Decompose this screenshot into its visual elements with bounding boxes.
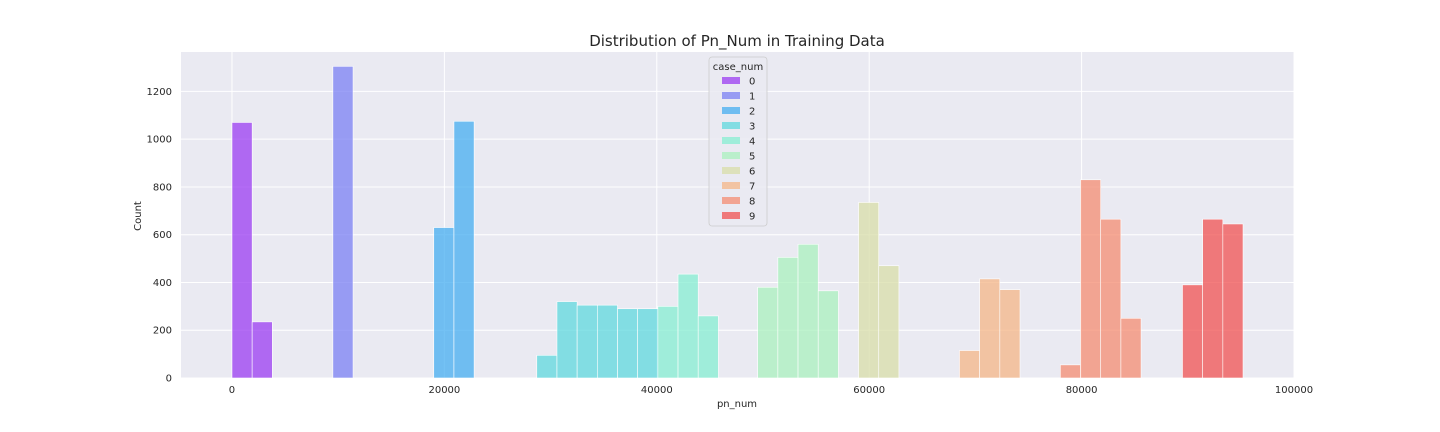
histogram-bar-case-3 [576,304,598,379]
legend-label-case-9: 9 [749,212,755,223]
legend-swatch-case-9 [722,212,740,219]
x-tick-label: 60000 [853,385,885,396]
x-tick-label: 100000 [1275,385,1313,396]
legend-swatch-case-3 [722,122,740,129]
y-tick-label: 0 [166,374,172,385]
legend-swatch-case-0 [722,77,740,84]
histogram-bar-case-5 [817,290,839,379]
y-tick-label: 200 [153,326,172,337]
legend-label-case-6: 6 [749,167,755,178]
histogram-bar-case-3 [637,308,659,379]
histogram-bar-case-5 [757,286,779,379]
histogram-bar-case-5 [777,257,799,379]
x-axis-label: pn_num [717,399,757,410]
legend-label-case-4: 4 [749,137,755,148]
bars-group [231,66,1244,379]
histogram-bar-case-3 [597,304,618,379]
histogram-bar-case-0 [231,122,253,379]
legend-swatch-case-4 [722,137,740,144]
y-tick-label: 600 [153,230,172,241]
histogram-bar-case-7 [999,289,1021,379]
histogram-bar-case-9 [1202,218,1224,379]
legend-swatch-case-8 [722,197,740,204]
legend-label-case-2: 2 [749,107,755,118]
histogram-bar-case-1 [332,66,354,379]
legend-label-case-7: 7 [749,182,755,193]
x-tick-label: 0 [229,385,235,396]
histogram-bar-case-2 [453,120,475,379]
legend-label-case-0: 0 [749,77,755,88]
legend-label-case-3: 3 [749,122,755,133]
histogram-bar-case-8 [1080,179,1102,379]
histogram-bar-case-9 [1222,223,1244,379]
chart-title: Distribution of Pn_Num in Training Data [589,32,885,51]
histogram-bar-case-0 [251,321,273,379]
histogram-bar-case-9 [1182,284,1203,379]
legend: case_num 0 1 2 3 4 5 6 7 8 9 [708,56,768,227]
legend-label-case-8: 8 [749,197,755,208]
legend-swatch-case-7 [722,182,740,189]
histogram-bar-case-4 [657,306,679,379]
histogram-bar-case-8 [1060,364,1081,379]
histogram-bar-case-3 [536,355,558,379]
x-axis-ticks: 0 20000 40000 60000 80000 100000 [229,385,1313,396]
x-tick-label: 20000 [428,385,460,396]
y-tick-label: 1000 [147,135,172,146]
y-axis-ticks: 0 200 400 600 800 1000 1200 [147,87,172,385]
legend-label-case-5: 5 [749,152,755,163]
histogram-bar-case-6 [858,202,880,379]
legend-swatch-case-2 [722,107,740,114]
legend-swatch-case-1 [722,92,740,99]
y-tick-label: 800 [153,182,172,193]
x-tick-label: 80000 [1066,385,1098,396]
histogram-bar-case-8 [1120,317,1142,379]
histogram-bar-case-5 [797,243,819,379]
histogram-bar-case-6 [878,265,900,379]
legend-swatch-case-5 [722,152,740,159]
legend-title: case_num [713,62,763,73]
y-tick-label: 400 [153,278,172,289]
x-tick-label: 40000 [641,385,673,396]
legend-swatch-case-6 [722,167,740,174]
histogram-bar-case-2 [433,227,455,379]
histogram-bar-case-4 [697,315,719,379]
legend-label-case-1: 1 [749,92,755,103]
legend-items: 0 1 2 3 4 5 6 7 8 9 [722,77,755,223]
histogram-bar-case-4 [677,273,699,379]
y-tick-label: 1200 [147,87,172,98]
histogram-bar-case-3 [617,308,638,379]
histogram-bar-case-3 [556,301,578,379]
histogram-bar-case-8 [1100,218,1122,379]
histogram-bar-case-7 [959,350,980,379]
y-axis-label: Count [133,201,144,231]
histogram-bar-case-7 [979,278,1001,379]
